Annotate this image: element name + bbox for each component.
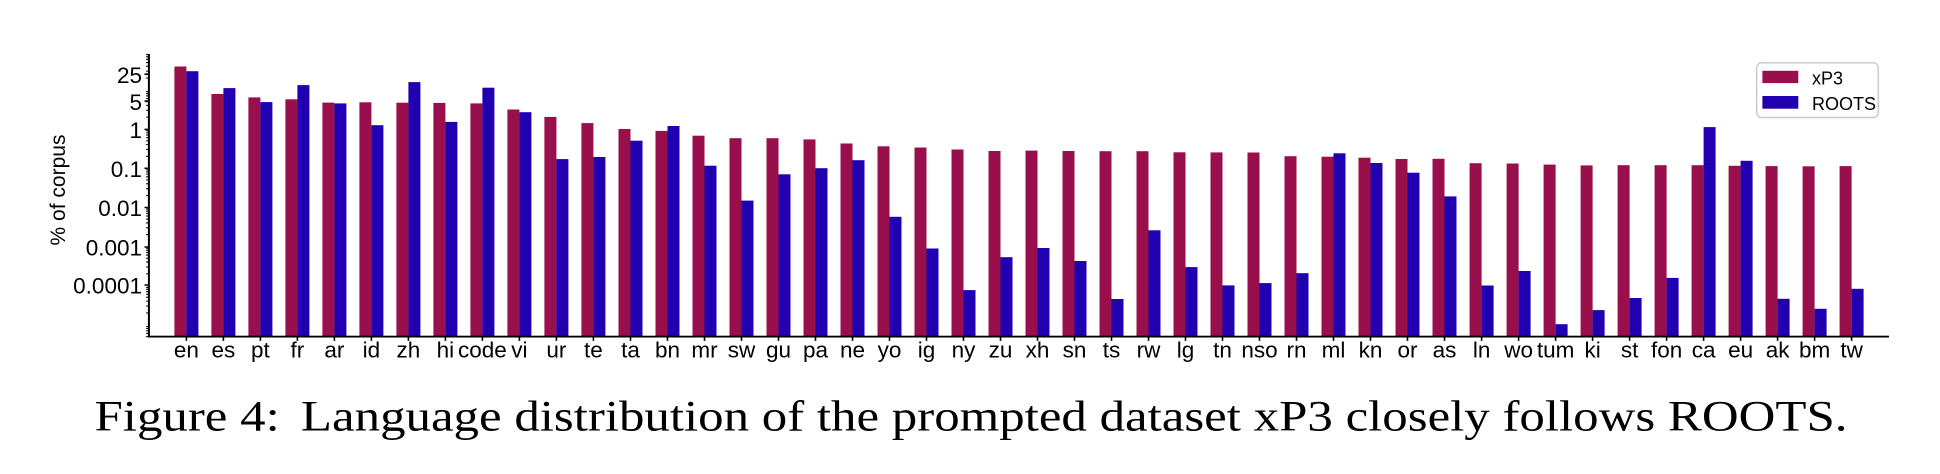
- svg-text:zh: zh: [397, 338, 421, 363]
- svg-text:5: 5: [129, 90, 142, 115]
- svg-text:Figure 4: Language distribut: Figure 4: Language distribution of the p…: [95, 393, 1848, 441]
- svg-text:rw: rw: [1137, 338, 1161, 363]
- svg-text:ROOTS: ROOTS: [1812, 94, 1876, 114]
- svg-text:wo: wo: [1503, 338, 1533, 363]
- svg-text:ak: ak: [1766, 338, 1791, 363]
- svg-text:ne: ne: [840, 338, 865, 363]
- svg-text:code: code: [458, 338, 507, 363]
- svg-text:pt: pt: [251, 338, 271, 363]
- svg-text:or: or: [1397, 338, 1418, 363]
- svg-text:ig: ig: [918, 338, 936, 363]
- svg-text:0.01: 0.01: [98, 196, 142, 221]
- svg-text:en: en: [174, 338, 199, 363]
- svg-text:yo: yo: [878, 338, 902, 363]
- svg-text:kn: kn: [1359, 338, 1383, 363]
- svg-text:eu: eu: [1728, 338, 1753, 363]
- svg-text:id: id: [363, 338, 381, 363]
- svg-text:fr: fr: [291, 338, 305, 363]
- svg-text:bm: bm: [1799, 338, 1830, 363]
- svg-text:xP3: xP3: [1812, 68, 1843, 88]
- svg-text:zu: zu: [989, 338, 1013, 363]
- svg-text:st: st: [1621, 338, 1639, 363]
- svg-text:lg: lg: [1177, 338, 1195, 363]
- svg-text:ur: ur: [546, 338, 567, 363]
- svg-text:mr: mr: [691, 338, 718, 363]
- svg-text:sn: sn: [1063, 338, 1087, 363]
- svg-text:ts: ts: [1103, 338, 1121, 363]
- svg-text:vi: vi: [511, 338, 527, 363]
- svg-text:ki: ki: [1584, 338, 1600, 363]
- svg-text:bn: bn: [655, 338, 680, 363]
- svg-text:gu: gu: [766, 338, 791, 363]
- svg-text:25: 25: [117, 63, 142, 88]
- svg-text:ca: ca: [1692, 338, 1716, 363]
- svg-text:ta: ta: [621, 338, 640, 363]
- svg-text:xh: xh: [1026, 338, 1050, 363]
- svg-text:tw: tw: [1840, 338, 1863, 363]
- svg-text:ar: ar: [324, 338, 345, 363]
- svg-text:pa: pa: [803, 338, 829, 363]
- svg-text:te: te: [584, 338, 603, 363]
- svg-text:tum: tum: [1537, 338, 1575, 363]
- svg-text:0.0001: 0.0001: [73, 274, 142, 299]
- svg-text:sw: sw: [728, 338, 756, 363]
- svg-text:0.1: 0.1: [111, 157, 142, 182]
- svg-text:0.001: 0.001: [86, 236, 142, 261]
- svg-text:hi: hi: [437, 338, 455, 363]
- svg-text:ny: ny: [952, 338, 977, 363]
- svg-text:tn: tn: [1213, 338, 1232, 363]
- svg-text:es: es: [212, 338, 236, 363]
- svg-text:as: as: [1433, 338, 1457, 363]
- svg-text:% of corpus: % of corpus: [47, 135, 70, 246]
- svg-text:fon: fon: [1651, 338, 1682, 363]
- svg-text:ml: ml: [1322, 338, 1346, 363]
- svg-text:rn: rn: [1286, 338, 1306, 363]
- svg-text:ln: ln: [1473, 338, 1491, 363]
- svg-text:nso: nso: [1241, 338, 1277, 363]
- svg-text:1: 1: [129, 118, 142, 143]
